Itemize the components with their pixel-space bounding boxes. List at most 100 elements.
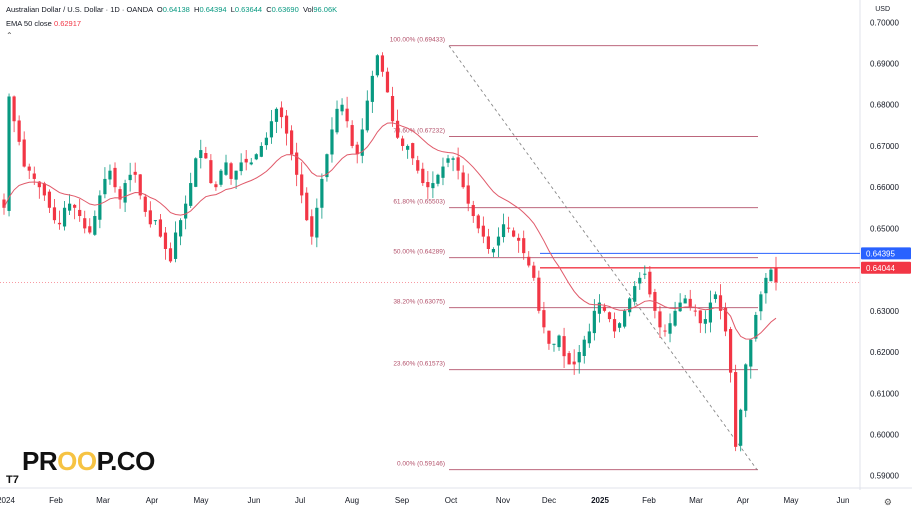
candle-body[interactable] bbox=[365, 100, 369, 131]
candle-body[interactable] bbox=[602, 306, 607, 311]
candle-body[interactable] bbox=[350, 125, 354, 146]
candle-body[interactable] bbox=[390, 95, 395, 122]
candle-body[interactable] bbox=[163, 232, 168, 249]
candle-body[interactable] bbox=[673, 310, 677, 326]
candle-body[interactable] bbox=[37, 181, 41, 188]
candle-body[interactable] bbox=[214, 184, 218, 188]
candle-body[interactable] bbox=[648, 271, 652, 295]
candle-body[interactable] bbox=[592, 310, 596, 334]
candle-body[interactable] bbox=[179, 220, 183, 237]
candle-body[interactable] bbox=[83, 218, 87, 229]
candle-body[interactable] bbox=[522, 238, 526, 254]
candle-body[interactable] bbox=[774, 267, 778, 283]
candle-body[interactable] bbox=[229, 163, 233, 179]
candle-body[interactable] bbox=[32, 173, 36, 179]
candle-body[interactable] bbox=[320, 178, 324, 208]
candle-body[interactable] bbox=[168, 248, 173, 262]
candle-body[interactable] bbox=[587, 331, 591, 344]
candle-body[interactable] bbox=[496, 236, 501, 246]
candle-body[interactable] bbox=[703, 319, 707, 324]
candle-body[interactable] bbox=[597, 302, 601, 314]
candle-body[interactable] bbox=[744, 364, 748, 411]
candle-body[interactable] bbox=[184, 203, 188, 219]
candle-body[interactable] bbox=[446, 158, 450, 163]
candle-body[interactable] bbox=[375, 55, 379, 76]
candle-body[interactable] bbox=[552, 343, 556, 345]
candle-body[interactable] bbox=[88, 226, 92, 233]
candle-body[interactable] bbox=[633, 286, 637, 302]
candle-body[interactable] bbox=[401, 138, 405, 146]
candle-body[interactable] bbox=[739, 409, 743, 446]
candle-body[interactable] bbox=[128, 174, 132, 181]
candle-body[interactable] bbox=[67, 203, 72, 211]
candle-body[interactable] bbox=[335, 108, 339, 133]
candle-body[interactable] bbox=[466, 185, 470, 204]
candle-body[interactable] bbox=[678, 302, 682, 312]
candle-body[interactable] bbox=[582, 339, 586, 357]
candle-body[interactable] bbox=[572, 361, 576, 365]
candle-body[interactable] bbox=[411, 143, 415, 159]
candle-body[interactable] bbox=[340, 104, 344, 112]
candle-body[interactable] bbox=[189, 183, 193, 206]
tradingview-logo[interactable]: T7 bbox=[6, 474, 19, 486]
candle-body[interactable] bbox=[370, 75, 374, 102]
candle-body[interactable] bbox=[754, 314, 758, 339]
candle-body[interactable] bbox=[2, 199, 6, 208]
candle-body[interactable] bbox=[658, 311, 662, 328]
candle-body[interactable] bbox=[385, 71, 390, 93]
candle-body[interactable] bbox=[693, 310, 697, 312]
candle-body[interactable] bbox=[284, 115, 289, 134]
candle-body[interactable] bbox=[22, 139, 26, 167]
candle-body[interactable] bbox=[623, 310, 627, 327]
candle-body[interactable] bbox=[380, 55, 385, 72]
candle-body[interactable] bbox=[219, 170, 223, 185]
candle-body[interactable] bbox=[527, 256, 531, 266]
candle-body[interactable] bbox=[542, 310, 546, 328]
candle-body[interactable] bbox=[406, 145, 410, 150]
candle-body[interactable] bbox=[395, 120, 400, 138]
candle-body[interactable] bbox=[108, 170, 112, 180]
candle-body[interactable] bbox=[325, 154, 329, 178]
candle-body[interactable] bbox=[138, 174, 142, 196]
candle-body[interactable] bbox=[234, 170, 238, 180]
candle-body[interactable] bbox=[73, 204, 77, 208]
candle-body[interactable] bbox=[57, 222, 62, 225]
candle-body[interactable] bbox=[759, 294, 763, 312]
candle-body[interactable] bbox=[17, 120, 21, 142]
candle-body[interactable] bbox=[617, 323, 622, 328]
candle-body[interactable] bbox=[461, 172, 465, 188]
candle-body[interactable] bbox=[355, 144, 359, 155]
candle-body[interactable] bbox=[718, 295, 723, 311]
candle-body[interactable] bbox=[643, 273, 647, 275]
candle-body[interactable] bbox=[426, 181, 430, 188]
candle-body[interactable] bbox=[436, 174, 440, 184]
candle-body[interactable] bbox=[269, 121, 274, 138]
candle-body[interactable] bbox=[274, 108, 279, 122]
candle-body[interactable] bbox=[158, 219, 163, 237]
candle-body[interactable] bbox=[547, 330, 551, 344]
candle-body[interactable] bbox=[103, 178, 107, 195]
candle-body[interactable] bbox=[204, 152, 208, 159]
candle-body[interactable] bbox=[607, 312, 612, 320]
candle-body[interactable] bbox=[481, 225, 485, 237]
candle-body[interactable] bbox=[209, 160, 213, 184]
candle-body[interactable] bbox=[239, 162, 243, 172]
candle-body[interactable] bbox=[148, 210, 152, 225]
candle-body[interactable] bbox=[78, 209, 82, 217]
candle-body[interactable] bbox=[12, 96, 16, 122]
candle-body[interactable] bbox=[143, 196, 147, 212]
candle-body[interactable] bbox=[133, 171, 137, 175]
candle-body[interactable] bbox=[441, 166, 445, 178]
candle-body[interactable] bbox=[300, 174, 304, 196]
candle-body[interactable] bbox=[194, 158, 198, 187]
candle-body[interactable] bbox=[612, 319, 617, 332]
candle-body[interactable] bbox=[506, 227, 511, 229]
candle-body[interactable] bbox=[451, 158, 455, 160]
candle-body[interactable] bbox=[118, 189, 122, 200]
chevron-up-icon[interactable]: ⌃ bbox=[6, 31, 13, 40]
candle-body[interactable] bbox=[27, 166, 31, 171]
candle-body[interactable] bbox=[683, 298, 687, 304]
candle-body[interactable] bbox=[749, 339, 753, 367]
candle-body[interactable] bbox=[173, 232, 178, 259]
candle-body[interactable] bbox=[567, 353, 571, 365]
